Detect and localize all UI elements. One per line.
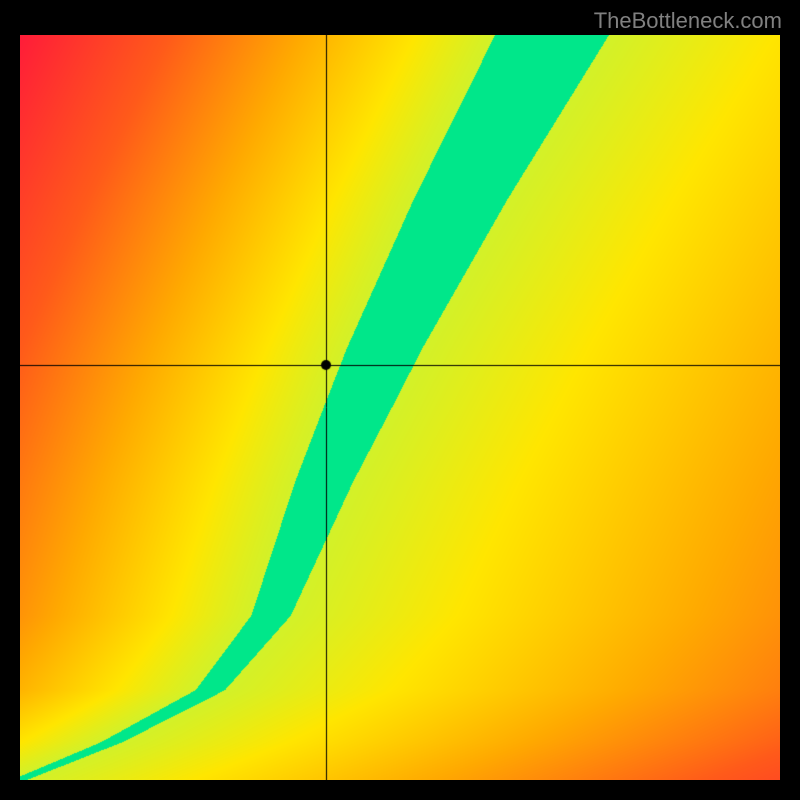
heatmap-plot	[20, 35, 780, 780]
watermark-text: TheBottleneck.com	[594, 8, 782, 34]
heatmap-canvas	[20, 35, 780, 780]
